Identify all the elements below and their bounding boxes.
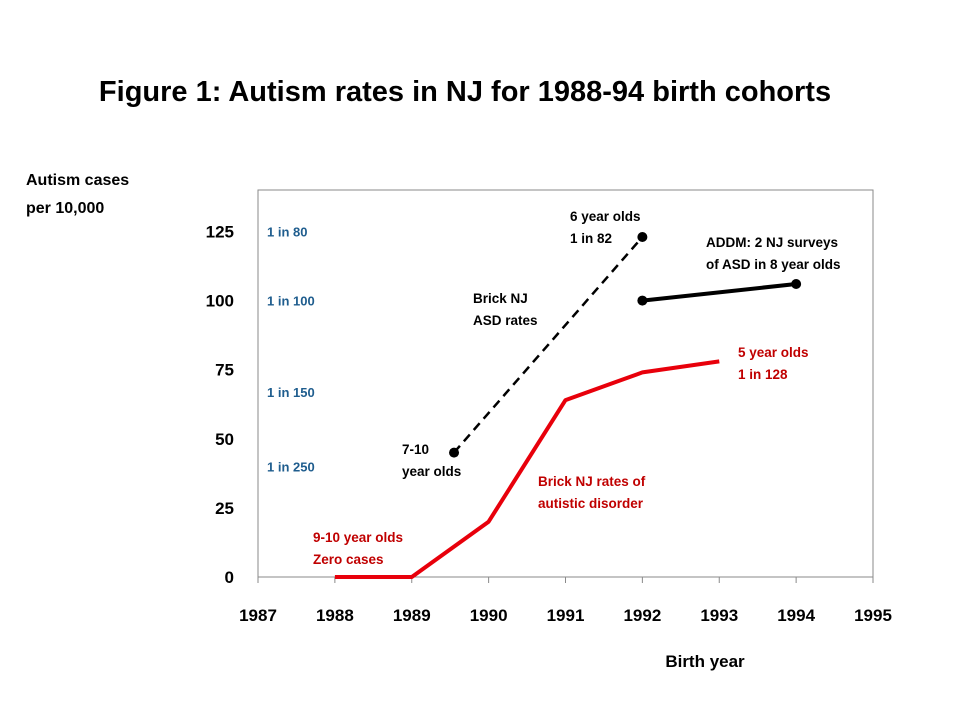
x-tick-label: 1995 <box>854 606 892 625</box>
x-tick-label: 1993 <box>700 606 738 625</box>
annotation-text: 7-10 <box>402 442 429 457</box>
x-axis-ticks: 1987 1988 1989 1990 1991 1992 1993 1994 1995 <box>239 577 892 625</box>
annotation-text: ADDM: 2 NJ surveys <box>706 235 838 250</box>
series-line-brick_autistic_disorder <box>334 359 720 579</box>
annotation-text: 1 in 82 <box>570 231 612 246</box>
y-tick-label: 25 <box>215 499 234 518</box>
ratio-label: 1 in 150 <box>267 385 315 400</box>
annotation-text: year olds <box>402 464 461 479</box>
annotation-text: autistic disorder <box>538 496 644 511</box>
y-tick-label: 75 <box>215 361 234 380</box>
annotations: 6 year olds 1 in 82 ADDM: 2 NJ surveys of A… <box>313 209 841 567</box>
annotation-text: Brick NJ rates of <box>538 474 646 489</box>
y-axis-label-line-1: Autism cases <box>26 172 129 189</box>
x-tick-label: 1990 <box>470 606 508 625</box>
x-tick-label: 1988 <box>316 606 354 625</box>
data-point-addm_nj <box>791 278 802 289</box>
x-tick-label: 1994 <box>777 606 815 625</box>
annotation-text: 1 in 128 <box>738 367 788 382</box>
data-point-addm_nj <box>637 295 648 306</box>
chart-title: Figure 1: Autism rates in NJ for 1988-94… <box>99 76 831 108</box>
annotation-text: ASD rates <box>473 313 538 328</box>
annotation-text: Zero cases <box>313 552 384 567</box>
series-line-addm_nj <box>642 282 797 303</box>
data-point-brick_asd <box>449 447 460 458</box>
x-axis-label: Birth year <box>665 652 745 671</box>
series-layer <box>334 231 802 579</box>
x-tick-label: 1992 <box>623 606 661 625</box>
ratio-labels: 1 in 80 1 in 100 1 in 150 1 in 250 <box>267 224 315 474</box>
annotation-text: 9-10 year olds <box>313 530 403 545</box>
ratio-label: 1 in 100 <box>267 294 315 309</box>
ratio-label: 1 in 80 <box>267 224 307 239</box>
y-tick-label: 125 <box>206 222 234 241</box>
y-axis-label-line-2: per 10,000 <box>26 200 104 217</box>
x-tick-label: 1987 <box>239 606 277 625</box>
series-line-brick_asd <box>453 236 644 454</box>
ratio-label: 1 in 250 <box>267 459 315 474</box>
y-tick-label: 0 <box>225 568 234 587</box>
y-axis-ticks: 0 25 50 75 100 125 <box>206 222 234 587</box>
annotation-text: of ASD in 8 year olds <box>706 257 841 272</box>
x-tick-label: 1991 <box>547 606 585 625</box>
annotation-text: 5 year olds <box>738 345 809 360</box>
x-tick-label: 1989 <box>393 606 431 625</box>
y-tick-label: 50 <box>215 430 234 449</box>
data-point-brick_asd <box>637 231 648 242</box>
y-tick-label: 100 <box>206 292 234 311</box>
annotation-text: Brick NJ <box>473 291 528 306</box>
annotation-text: 6 year olds <box>570 209 641 224</box>
